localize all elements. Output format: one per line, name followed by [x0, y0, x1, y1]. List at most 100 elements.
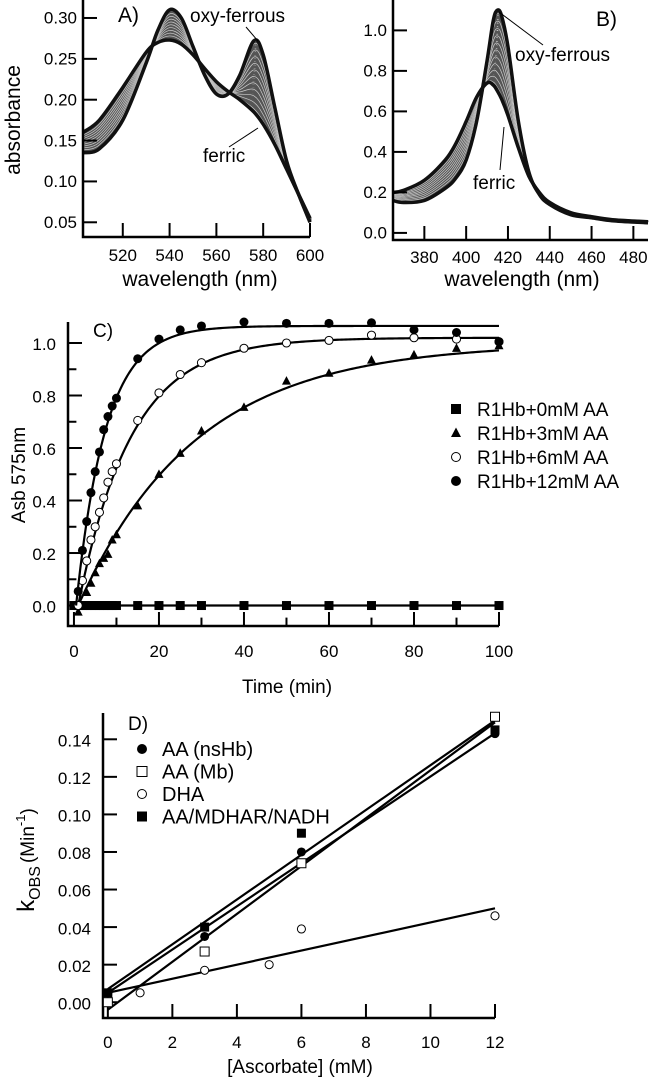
x-tick-label: 20 — [149, 642, 168, 661]
data-point — [200, 922, 210, 932]
data-point — [90, 522, 100, 532]
axis-frame — [81, 0, 310, 239]
data-point — [196, 601, 206, 611]
data-point — [102, 997, 113, 1008]
ferric-leader-line — [228, 127, 259, 148]
legend-marker — [451, 452, 461, 462]
ylabel-sub: OBS — [27, 866, 44, 900]
data-point — [135, 988, 145, 998]
x-tick-label: 0 — [69, 642, 78, 661]
data-point — [77, 545, 87, 555]
data-point — [490, 911, 500, 921]
axis-frame — [391, 0, 648, 242]
data-point — [324, 335, 334, 345]
data-point — [494, 337, 504, 347]
y-tick-label: 0.02 — [58, 957, 91, 976]
data-point — [239, 402, 249, 411]
fit-line — [77, 336, 500, 606]
data-point — [366, 318, 376, 328]
data-point — [175, 601, 185, 611]
legend-label: DHA — [162, 784, 205, 806]
x-tick-label: 440 — [536, 248, 564, 267]
data-point — [409, 601, 419, 611]
data-point — [107, 534, 117, 544]
data-point — [154, 334, 164, 344]
panel-c: 0 20 40 60 80 100 0.0 0.2 0.4 0.6 0.8 1.0 R1Hb+0mM A… — [32, 317, 619, 661]
panel-a: 520 540 560 580 600 0.05 0.10 0.15 0.20 0.25 0.30 — [44, 0, 324, 265]
y-tick-label: 0.2 — [32, 545, 56, 564]
x-tick-label: 80 — [405, 642, 424, 661]
ferric-spectrum — [81, 38, 312, 219]
data-point — [409, 349, 419, 359]
legend-marker — [451, 427, 461, 437]
y-tick-label: 1.0 — [32, 335, 56, 354]
data-point — [99, 425, 109, 435]
axis-frame — [66, 322, 499, 628]
data-point — [103, 412, 113, 422]
y-tick-label: 0.0 — [32, 597, 56, 616]
panel-a-ylabel: absorbance — [2, 65, 25, 175]
panel-c-xlabel: Time (min) — [242, 677, 332, 698]
x-tick-label: 580 — [249, 246, 277, 265]
fit-line — [107, 907, 496, 994]
y-tick-label: 0.8 — [363, 62, 387, 81]
data-point — [296, 858, 307, 869]
legend-marker — [451, 404, 461, 414]
panel-b-xlabel: wavelength (nm) — [443, 268, 599, 291]
data-point — [111, 529, 121, 539]
ylabel-k: k — [13, 899, 40, 912]
ylabel-sup: -1 — [13, 815, 28, 827]
data-point — [366, 330, 377, 340]
data-point — [281, 338, 292, 348]
data-point — [175, 369, 185, 380]
data-point — [73, 586, 83, 596]
data-point — [90, 567, 100, 577]
y-tick-label: 0.6 — [363, 102, 387, 121]
data-point — [86, 488, 96, 498]
data-point — [281, 318, 291, 328]
data-point — [281, 376, 291, 385]
data-point — [451, 328, 461, 338]
x-tick-label: 480 — [619, 248, 647, 267]
data-point — [200, 965, 210, 975]
y-tick-label: 0.00 — [58, 994, 91, 1013]
data-point — [103, 988, 113, 998]
data-point — [82, 517, 92, 527]
y-tick-label: 0.4 — [363, 143, 387, 162]
y-tick-label: 0.2 — [363, 183, 387, 202]
legend-label: AA (nsHb) — [162, 739, 253, 761]
data-point — [175, 325, 185, 335]
data-point — [103, 477, 113, 487]
x-tick-label: 8 — [361, 1033, 370, 1052]
x-tick-label: 10 — [421, 1033, 440, 1052]
oxy-ferrous-spectrum — [82, 7, 312, 223]
panel-c-label: C) — [93, 321, 113, 342]
data-point — [451, 343, 461, 352]
data-point — [200, 931, 210, 941]
data-point — [296, 924, 306, 934]
x-tick-label: 400 — [452, 248, 480, 267]
x-tick-label: 6 — [297, 1033, 306, 1052]
panel-c-ylabel: Asb 575nm — [9, 427, 30, 523]
legend-marker — [137, 811, 147, 822]
ylabel-unit: (Min — [18, 826, 39, 863]
x-tick-label: 2 — [168, 1033, 177, 1052]
panel-b: 380 400 420 440 460 480 0.0 0.2 0.4 0.6 0.8 1.0 — [363, 0, 649, 267]
data-point — [94, 447, 104, 457]
data-point — [111, 601, 121, 611]
x-tick-label: 100 — [485, 642, 513, 661]
annotation-oxy-ferrous-a: oxy-ferrous — [190, 6, 285, 27]
intermediate-spectrum-highlight — [82, 24, 311, 221]
intermediate-spectrum-highlight — [82, 21, 311, 221]
data-point — [94, 507, 105, 517]
data-point — [239, 343, 249, 353]
data-point — [133, 500, 143, 510]
data-point — [133, 601, 143, 611]
fit-line — [74, 324, 499, 606]
data-point — [281, 601, 291, 611]
legend-label: AA (Mb) — [162, 762, 234, 784]
data-point — [324, 318, 334, 328]
intermediate-spectrum-highlight — [82, 30, 311, 220]
data-point — [409, 333, 419, 343]
data-point — [451, 601, 461, 611]
